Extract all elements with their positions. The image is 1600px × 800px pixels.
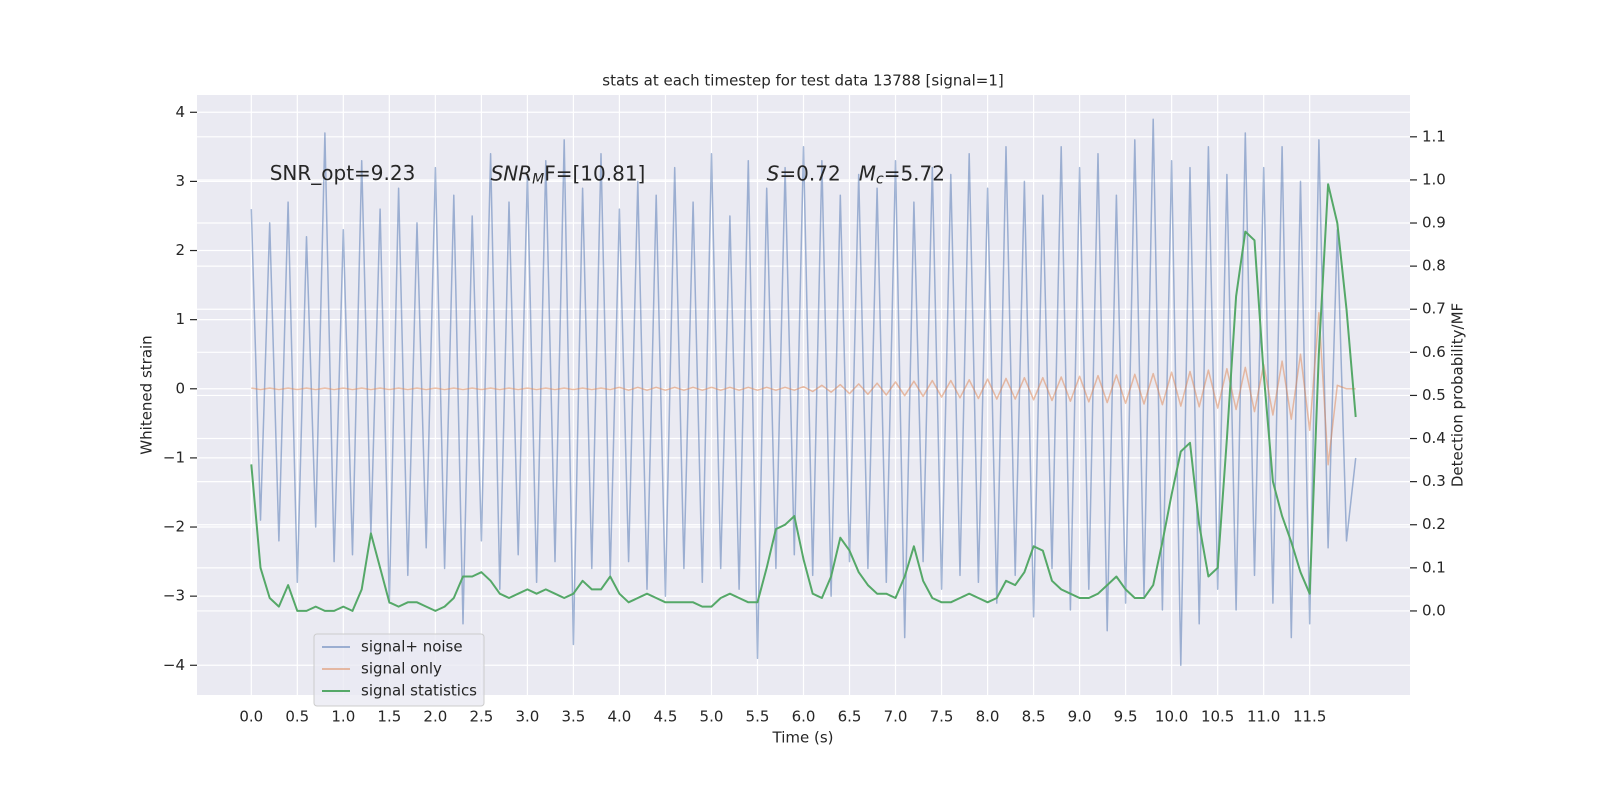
x-tick-label: 4.5 bbox=[654, 708, 678, 726]
y2-tick-label: 0.2 bbox=[1422, 515, 1446, 533]
y2-tick-label: 0.6 bbox=[1422, 343, 1446, 361]
y-tick-label: −1 bbox=[163, 448, 185, 466]
annotation-sub: c bbox=[876, 171, 884, 187]
x-axis-label: Time (s) bbox=[772, 729, 834, 747]
annotation-sub: M bbox=[532, 171, 544, 187]
x-tick-label: 2.0 bbox=[423, 708, 447, 726]
x-tick-label: 11.0 bbox=[1247, 708, 1280, 726]
annotation-rest: =5.72 bbox=[884, 161, 945, 185]
y2-tick-label: 0.5 bbox=[1422, 386, 1446, 404]
x-tick-label: 5.0 bbox=[700, 708, 724, 726]
y-tick-label: −3 bbox=[163, 587, 185, 605]
x-tick-label: 8.5 bbox=[1022, 708, 1046, 726]
legend-label: signal only bbox=[361, 660, 442, 678]
legend-label: signal+ noise bbox=[361, 638, 463, 656]
annotation: SNR_opt=9.23 bbox=[270, 161, 416, 185]
y-tick-label: −4 bbox=[163, 656, 185, 674]
x-tick-label: 6.0 bbox=[792, 708, 816, 726]
y2-tick-label: 0.7 bbox=[1422, 300, 1446, 318]
y2-tick-label: 0.9 bbox=[1422, 214, 1446, 232]
annotation: SNRMF=[10.81] bbox=[491, 161, 646, 188]
y2-tick-label: 0.4 bbox=[1422, 429, 1446, 447]
y2-tick-label: 0.1 bbox=[1422, 558, 1446, 576]
chart-title: stats at each timestep for test data 137… bbox=[602, 72, 1003, 90]
x-tick-label: 7.5 bbox=[930, 708, 954, 726]
x-tick-label: 8.0 bbox=[976, 708, 1000, 726]
x-tick-label: 9.0 bbox=[1068, 708, 1092, 726]
x-tick-label: 3.0 bbox=[515, 708, 539, 726]
x-tick-label: 6.5 bbox=[838, 708, 862, 726]
annotation-main: M bbox=[859, 161, 876, 185]
x-tick-label: 3.5 bbox=[561, 708, 585, 726]
legend-label: signal statistics bbox=[361, 682, 477, 700]
y-tick-label: 0 bbox=[175, 379, 185, 397]
y-tick-label: 4 bbox=[175, 103, 185, 121]
y-tick-label: 1 bbox=[175, 310, 185, 328]
x-tick-label: 10.0 bbox=[1155, 708, 1188, 726]
annotation: Mc=5.72 bbox=[859, 161, 945, 188]
legend-box bbox=[313, 633, 485, 707]
x-tick-label: 0.0 bbox=[239, 708, 263, 726]
y2-tick-label: 0.0 bbox=[1422, 601, 1446, 619]
annotation-main: SNR bbox=[491, 161, 533, 185]
series-line bbox=[251, 311, 1356, 466]
y-tick-label: 3 bbox=[175, 172, 185, 190]
series-line bbox=[250, 183, 1357, 612]
y-axis-label: Whitened strain bbox=[138, 335, 156, 454]
x-tick-label: 10.5 bbox=[1201, 708, 1234, 726]
y2-tick-label: 1.0 bbox=[1422, 170, 1446, 188]
y2-axis-label: Detection probability/MF bbox=[1449, 303, 1467, 487]
x-tick-label: 5.5 bbox=[746, 708, 770, 726]
x-tick-label: 4.0 bbox=[608, 708, 632, 726]
y2-tick-label: 0.3 bbox=[1422, 472, 1446, 490]
y2-tick-label: 0.8 bbox=[1422, 257, 1446, 275]
x-tick-label: 2.5 bbox=[469, 708, 493, 726]
x-tick-label: 0.5 bbox=[285, 708, 309, 726]
x-tick-label: 11.5 bbox=[1293, 708, 1326, 726]
annotation-rest: =0.72 bbox=[779, 161, 840, 185]
y-tick-label: 2 bbox=[175, 241, 185, 259]
annotation: S=0.72 bbox=[767, 161, 841, 185]
x-tick-label: 1.0 bbox=[331, 708, 355, 726]
x-tick-label: 1.5 bbox=[377, 708, 401, 726]
annotation-rest: F=[10.81] bbox=[544, 161, 645, 185]
x-tick-label: 9.5 bbox=[1114, 708, 1138, 726]
y-tick-label: −2 bbox=[163, 518, 185, 536]
series-line bbox=[250, 118, 1357, 667]
annotation-main: S bbox=[767, 161, 780, 185]
x-tick-label: 7.0 bbox=[884, 708, 908, 726]
y2-tick-label: 1.1 bbox=[1422, 127, 1446, 145]
